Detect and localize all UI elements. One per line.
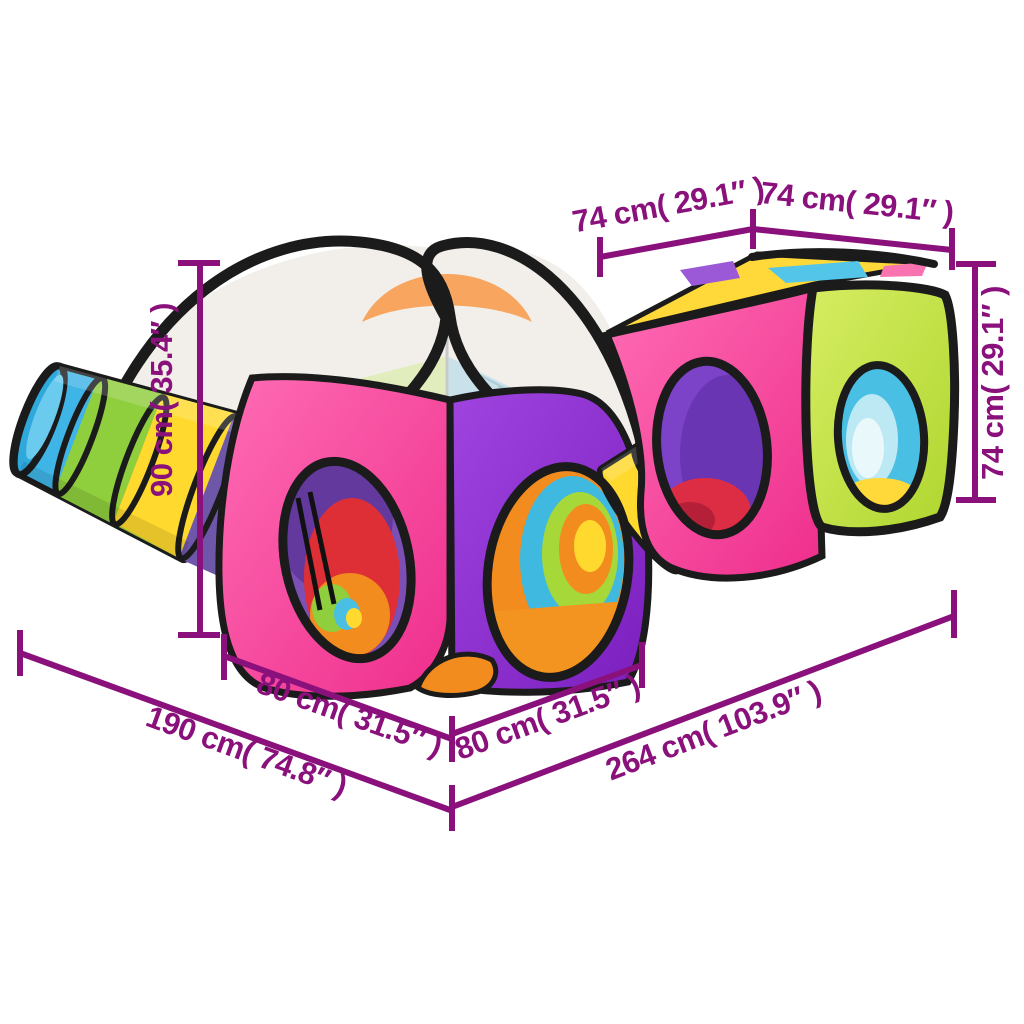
dimension-cube-height: 74 cm( 29.1″ )	[956, 261, 1010, 503]
dimension-top-width-left: 74 cm( 29.1″ )	[570, 170, 767, 277]
cube-top-patch-blue	[768, 261, 868, 283]
dimension-tent-height: 90 cm( 35.4″ )	[144, 260, 220, 638]
cube-pink-porthole-rim	[652, 356, 772, 540]
cube-top-patch-pink	[880, 262, 928, 277]
pyramid-tent-body	[215, 373, 653, 700]
cube-top-back-edge	[748, 248, 938, 268]
tent-pole-right	[339, 237, 652, 468]
cube-top-patch-purple	[680, 261, 740, 286]
tunnel-highlight	[54, 366, 239, 433]
cube-lime-porthole-rim	[833, 361, 929, 513]
tunnel-opening	[26, 374, 64, 460]
purple-porthole-rim	[482, 462, 634, 682]
dimension-label: 74 cm( 29.1″ )	[759, 175, 956, 230]
tunnel-ring-seam	[109, 394, 170, 528]
pink-porthole-rim	[278, 456, 416, 664]
left-tunnel	[9, 362, 291, 583]
dimension-label: 74 cm( 29.1″ )	[975, 286, 1010, 480]
door-straps	[295, 491, 337, 611]
cube-tent	[602, 248, 960, 582]
floor-corner-orange	[415, 651, 499, 698]
tunnel-shadow	[18, 461, 190, 560]
dimension-label: 90 cm( 35.4″ )	[144, 303, 179, 497]
